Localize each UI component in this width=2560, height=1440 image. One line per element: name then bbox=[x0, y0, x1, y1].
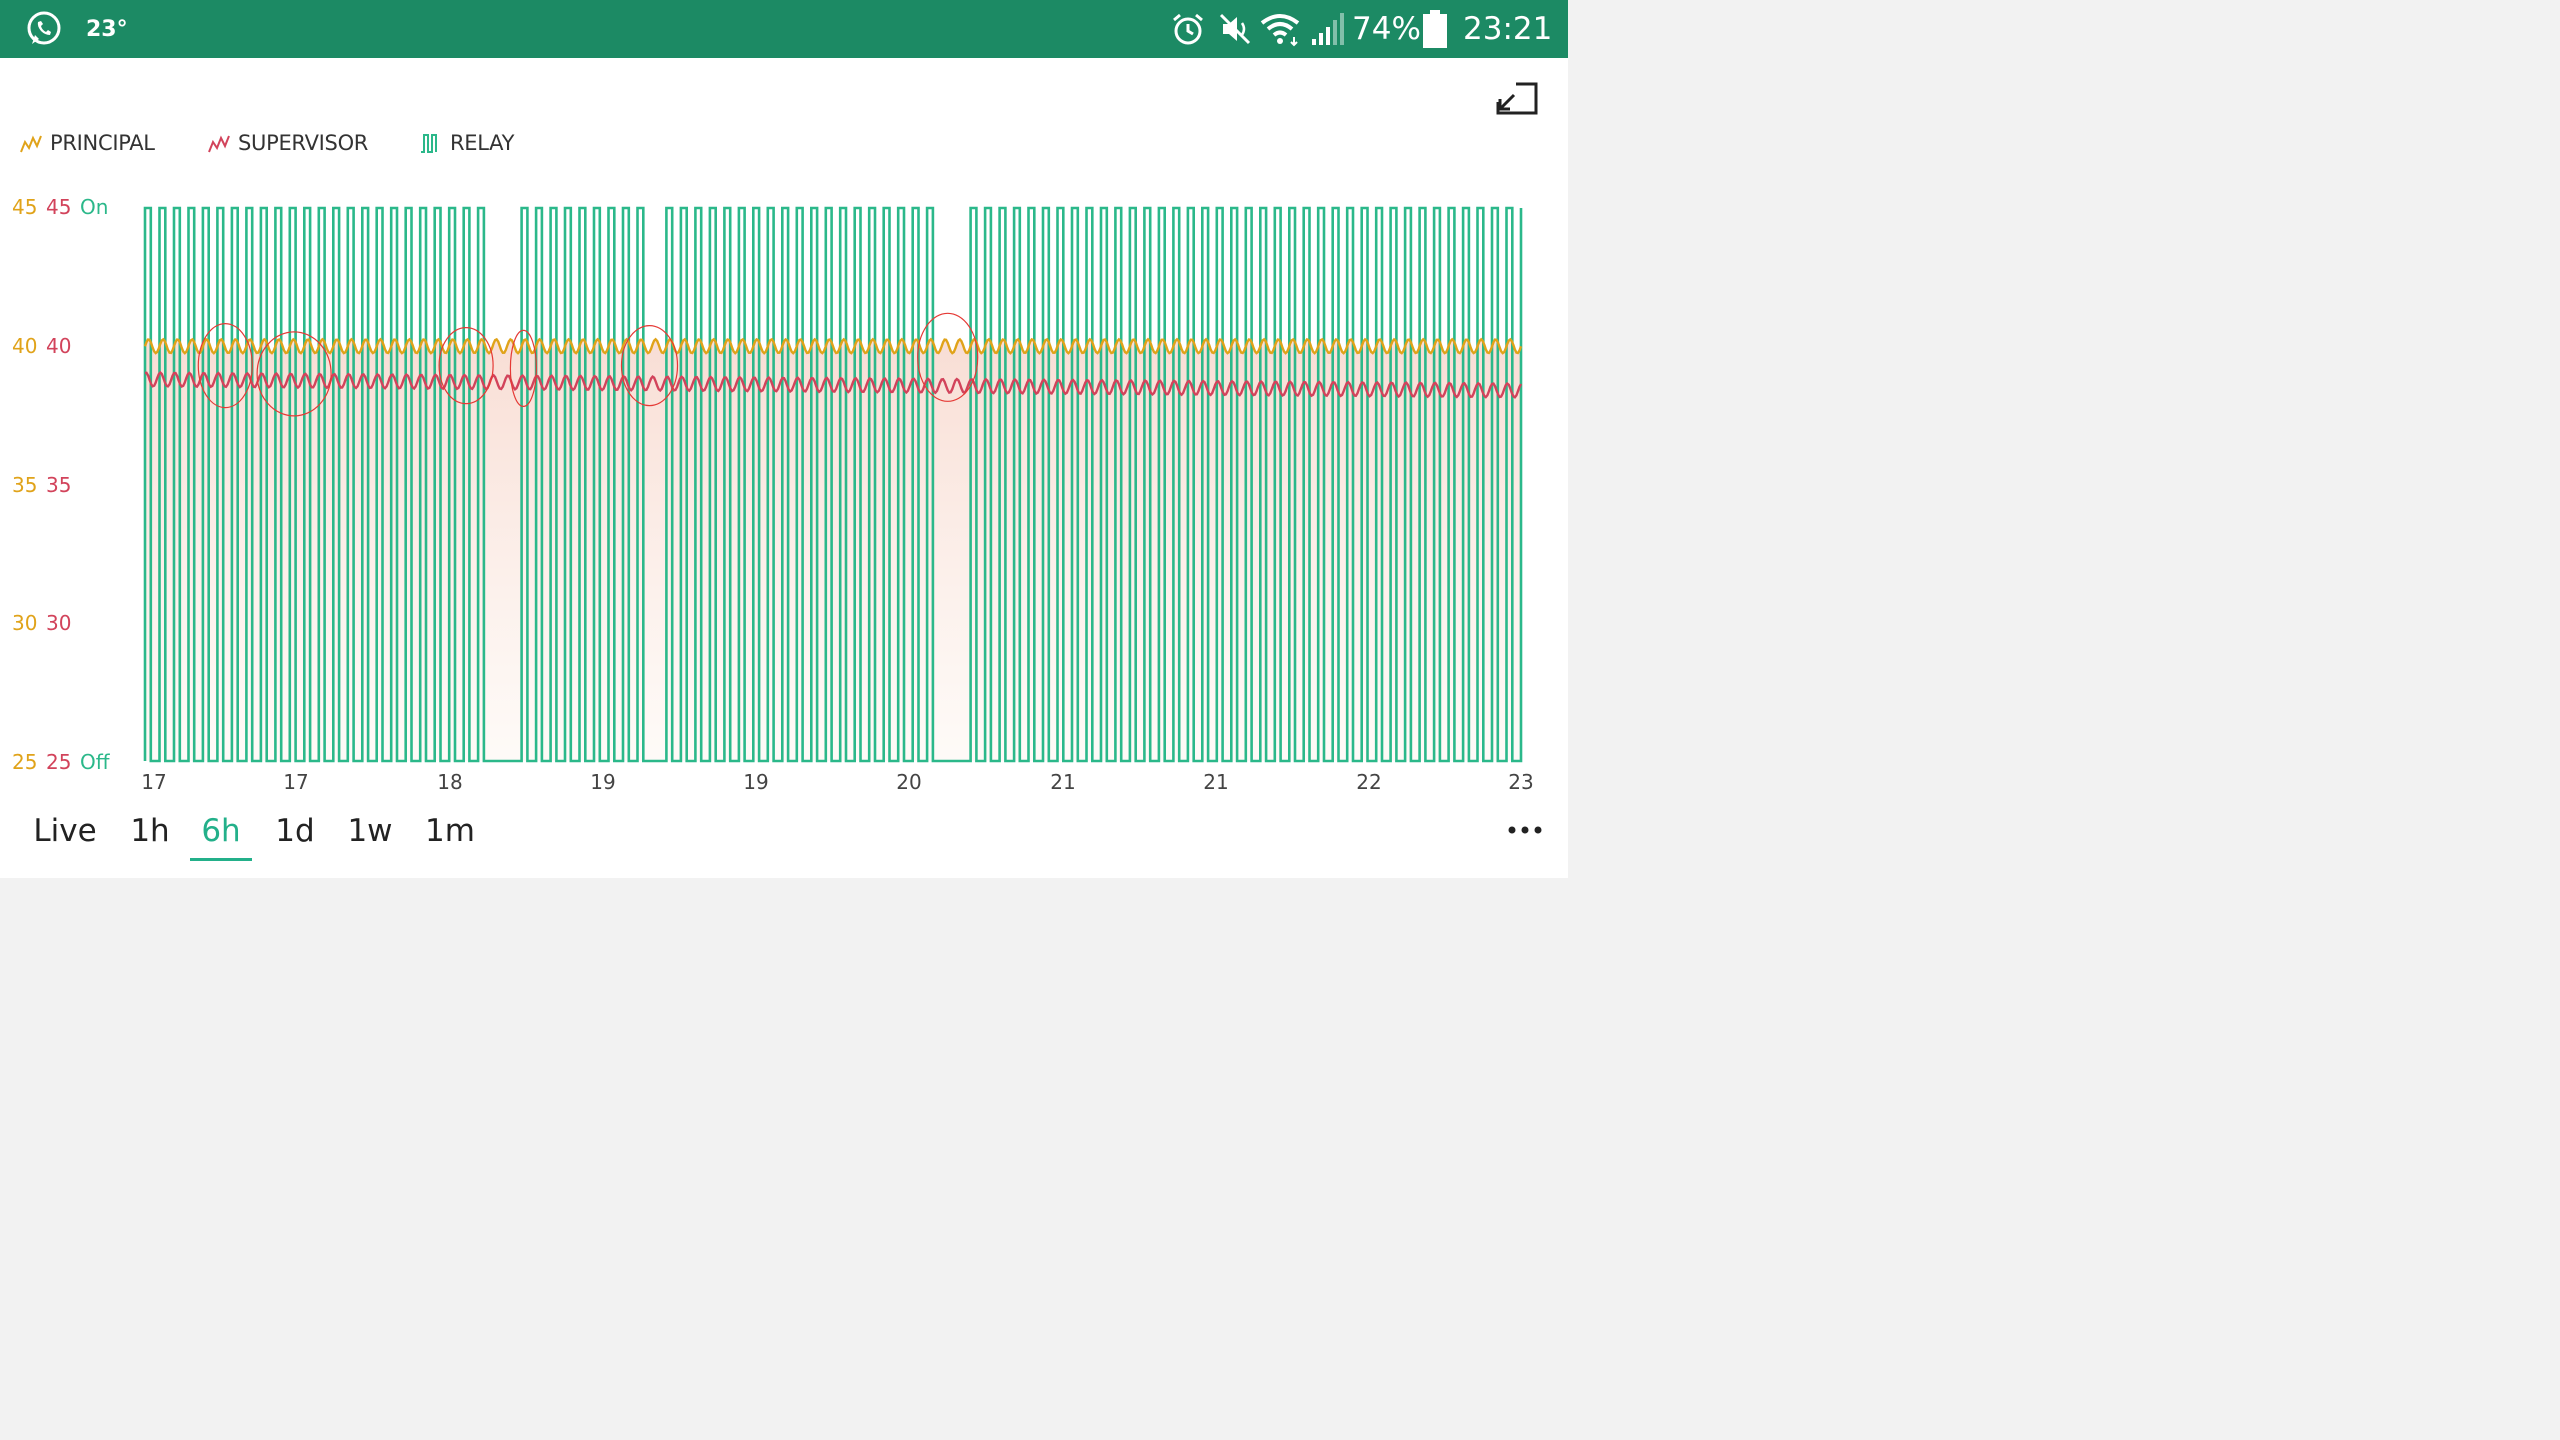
battery-icon bbox=[1422, 0, 1448, 58]
x-tick-label: 17 bbox=[283, 770, 309, 794]
exit-fullscreen-button[interactable] bbox=[1494, 80, 1540, 116]
series-principal-line bbox=[143, 337, 1523, 355]
x-tick-label: 21 bbox=[1050, 770, 1076, 794]
x-tick-label: 19 bbox=[590, 770, 616, 794]
selected-range-indicator bbox=[190, 858, 252, 861]
series-relay-line bbox=[143, 206, 1523, 763]
temperature-text: 23° bbox=[86, 16, 128, 42]
annotation-ellipse bbox=[438, 327, 494, 405]
y-label-supervisor: 35 bbox=[46, 473, 72, 497]
x-tick-label: 18 bbox=[437, 770, 463, 794]
y-label-principal: 40 bbox=[12, 334, 38, 358]
more-horizontal-icon bbox=[1508, 826, 1542, 834]
clock: 23:21 bbox=[1463, 11, 1553, 47]
chart-canvas[interactable] bbox=[0, 0, 1568, 882]
legend-relay[interactable]: RELAY bbox=[420, 128, 514, 158]
whatsapp-icon bbox=[24, 0, 64, 58]
annotation-ellipse bbox=[197, 323, 253, 409]
range-6h-button[interactable]: 6h bbox=[201, 813, 241, 849]
x-tick-label: 23 bbox=[1508, 770, 1534, 794]
x-tick-label: 21 bbox=[1203, 770, 1229, 794]
y-label-principal: 45 bbox=[12, 195, 38, 219]
status-bar: 23° 74% bbox=[0, 0, 1568, 58]
y-label-supervisor: 25 bbox=[46, 750, 72, 774]
y-label-principal: 30 bbox=[12, 611, 38, 635]
range-1m-button[interactable]: 1m bbox=[425, 813, 475, 849]
alarm-icon bbox=[1170, 0, 1206, 58]
y-label-supervisor: 40 bbox=[46, 334, 72, 358]
battery-percent: 74% bbox=[1352, 11, 1421, 47]
x-tick-label: 19 bbox=[743, 770, 769, 794]
y-label-relay: On bbox=[80, 195, 109, 219]
range-1w-button[interactable]: 1w bbox=[347, 813, 393, 849]
range-1h-button[interactable]: 1h bbox=[130, 813, 170, 849]
wifi-icon bbox=[1258, 0, 1302, 58]
y-label-relay: Off bbox=[80, 750, 110, 774]
range-1d-button[interactable]: 1d bbox=[275, 813, 315, 849]
series-supervisor-line bbox=[144, 370, 1523, 399]
y-label-supervisor: 30 bbox=[46, 611, 72, 635]
legend-label-principal: PRINCIPAL bbox=[50, 131, 155, 155]
annotation-ellipse bbox=[917, 312, 979, 402]
more-options-button[interactable] bbox=[1506, 818, 1546, 842]
legend-principal[interactable]: PRINCIPAL bbox=[20, 128, 155, 158]
y-label-principal: 35 bbox=[12, 473, 38, 497]
x-tick-label: 17 bbox=[141, 770, 167, 794]
line-chart-icon bbox=[208, 135, 230, 153]
annotation-ellipse bbox=[620, 325, 679, 407]
legend-label-supervisor: SUPERVISOR bbox=[238, 131, 369, 155]
series-area-fill bbox=[145, 339, 1521, 761]
range-live-button[interactable]: Live bbox=[33, 813, 97, 849]
exit-fullscreen-icon bbox=[1496, 82, 1538, 115]
legend-supervisor[interactable]: SUPERVISOR bbox=[208, 128, 368, 158]
x-tick-label: 20 bbox=[896, 770, 922, 794]
legend-label-relay: RELAY bbox=[450, 131, 515, 155]
x-tick-label: 22 bbox=[1356, 770, 1382, 794]
step-chart-icon bbox=[421, 134, 437, 153]
y-label-principal: 25 bbox=[12, 750, 38, 774]
line-chart-icon bbox=[20, 135, 42, 153]
mute-icon bbox=[1218, 0, 1254, 58]
signal-icon bbox=[1308, 0, 1348, 58]
annotation-ellipse bbox=[509, 329, 538, 407]
annotation-ellipse bbox=[256, 331, 332, 417]
y-label-supervisor: 45 bbox=[46, 195, 72, 219]
